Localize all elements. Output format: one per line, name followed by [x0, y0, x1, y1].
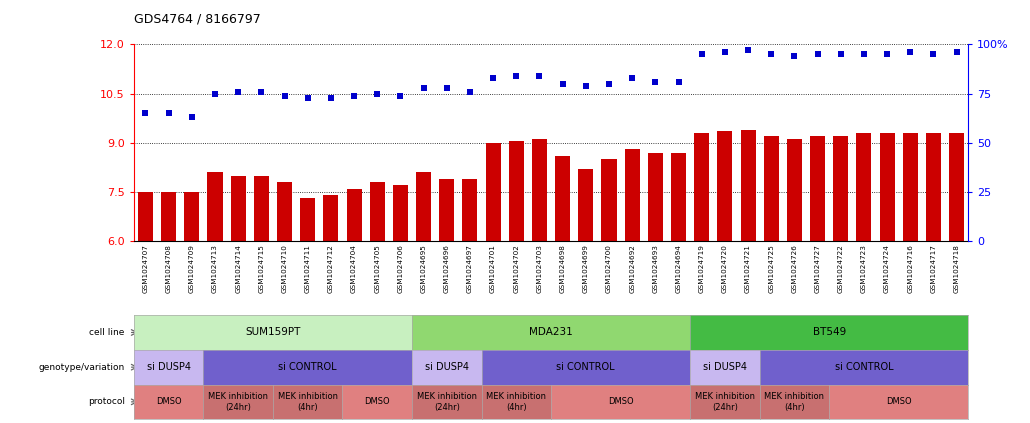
Text: DMSO: DMSO	[156, 397, 181, 407]
Text: MEK inhibition
(24hr): MEK inhibition (24hr)	[208, 392, 268, 412]
Bar	[833, 136, 849, 241]
Bar	[856, 133, 871, 241]
Text: MEK inhibition
(4hr): MEK inhibition (4hr)	[278, 392, 338, 412]
Bar	[300, 198, 315, 241]
Text: cell line: cell line	[90, 328, 125, 337]
Text: DMSO: DMSO	[365, 397, 390, 407]
Point	[717, 49, 733, 56]
Bar	[624, 149, 640, 241]
Bar	[346, 189, 362, 241]
Bar	[926, 133, 941, 241]
Text: si DUSP4: si DUSP4	[146, 362, 191, 372]
Point	[578, 82, 594, 89]
Bar	[509, 141, 524, 241]
Point	[786, 53, 802, 60]
Bar	[207, 172, 222, 241]
Point	[810, 51, 826, 58]
Text: genotype/variation: genotype/variation	[38, 363, 125, 372]
Bar	[880, 133, 895, 241]
Bar	[902, 133, 918, 241]
Bar	[648, 153, 663, 241]
Point	[369, 90, 385, 97]
Text: MEK inhibition
(24hr): MEK inhibition (24hr)	[417, 392, 477, 412]
Text: MEK inhibition
(24hr): MEK inhibition (24hr)	[695, 392, 755, 412]
Point	[879, 51, 895, 58]
Point	[740, 47, 756, 54]
Point	[925, 51, 941, 58]
Text: DMSO: DMSO	[886, 397, 912, 407]
Point	[832, 51, 849, 58]
Text: MEK inhibition
(4hr): MEK inhibition (4hr)	[486, 392, 546, 412]
Point	[600, 80, 617, 87]
Point	[439, 84, 455, 91]
Bar	[392, 185, 408, 241]
Point	[253, 88, 270, 95]
Bar	[949, 133, 964, 241]
Point	[554, 80, 571, 87]
Text: si CONTROL: si CONTROL	[556, 362, 615, 372]
Text: protocol: protocol	[88, 397, 125, 407]
Bar	[602, 159, 617, 241]
Bar	[439, 179, 454, 241]
Point	[531, 72, 548, 79]
Bar	[184, 192, 200, 241]
Text: MEK inhibition
(4hr): MEK inhibition (4hr)	[764, 392, 824, 412]
Point	[902, 49, 919, 56]
Point	[161, 110, 177, 117]
Bar	[277, 182, 293, 241]
Point	[856, 51, 872, 58]
Point	[276, 92, 293, 99]
Point	[207, 90, 224, 97]
Point	[346, 92, 363, 99]
Point	[949, 49, 965, 56]
Bar	[485, 143, 501, 241]
Bar	[578, 169, 593, 241]
Bar	[253, 176, 269, 241]
Point	[693, 51, 710, 58]
Bar	[555, 156, 571, 241]
Point	[183, 114, 200, 121]
Bar	[810, 136, 825, 241]
Point	[647, 78, 663, 85]
Text: si CONTROL: si CONTROL	[834, 362, 893, 372]
Bar	[741, 130, 756, 241]
Bar	[787, 140, 802, 241]
Point	[485, 74, 502, 81]
Point	[300, 94, 316, 101]
Text: SUM159PT: SUM159PT	[245, 327, 301, 338]
Bar	[323, 195, 339, 241]
Bar	[717, 131, 732, 241]
Text: GDS4764 / 8166797: GDS4764 / 8166797	[134, 13, 261, 26]
Point	[671, 78, 687, 85]
Point	[392, 92, 409, 99]
Point	[508, 72, 524, 79]
Bar	[531, 140, 547, 241]
Text: MDA231: MDA231	[529, 327, 573, 338]
Point	[137, 110, 153, 117]
Bar	[694, 133, 710, 241]
Point	[415, 84, 432, 91]
Bar	[763, 136, 779, 241]
Bar	[671, 153, 686, 241]
Text: si CONTROL: si CONTROL	[278, 362, 337, 372]
Point	[461, 88, 478, 95]
Bar	[370, 182, 385, 241]
Text: si DUSP4: si DUSP4	[424, 362, 469, 372]
Text: BT549: BT549	[813, 327, 846, 338]
Text: si DUSP4: si DUSP4	[702, 362, 747, 372]
Point	[322, 94, 339, 101]
Bar	[416, 172, 432, 241]
Bar	[231, 176, 246, 241]
Point	[763, 51, 780, 58]
Text: DMSO: DMSO	[608, 397, 633, 407]
Point	[624, 74, 641, 81]
Bar	[161, 192, 176, 241]
Bar	[462, 179, 478, 241]
Point	[230, 88, 246, 95]
Bar	[138, 192, 153, 241]
